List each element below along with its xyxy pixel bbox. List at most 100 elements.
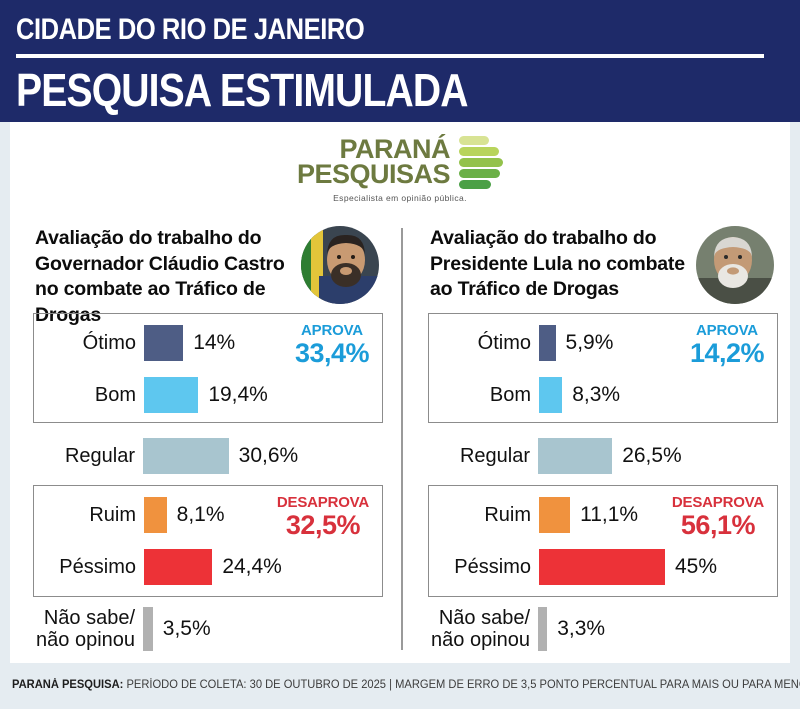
regular-row-wrap: Regular 30,6%: [33, 432, 383, 480]
disapprove-value: 56,1%: [680, 510, 756, 541]
category-label-pessimo: Péssimo: [59, 555, 136, 578]
logo-line1: PARANÁ: [339, 133, 451, 164]
category-label-ruim: Ruim: [89, 503, 136, 526]
chart-row-bom: Bom 19,4%: [34, 369, 382, 421]
disapprove-badge: DESAPROVA 32,5%: [276, 494, 369, 541]
footer-brand: PARANÁ PESQUISA:: [12, 679, 124, 691]
chart-row-bom: Bom 8,3%: [429, 369, 777, 421]
bar-ruim: [539, 497, 571, 533]
value-label-bom: 8,3%: [572, 383, 621, 406]
category-label-nao-sabe: Não sabe/ não opinou: [431, 606, 530, 651]
value-label-pessimo: 45%: [675, 555, 718, 578]
category-label-otimo: Ótimo: [82, 331, 136, 354]
bar-nao-sabe: [143, 607, 153, 651]
approve-label: APROVA: [301, 322, 363, 339]
bar-bom: [144, 377, 199, 413]
logo-lockup: PARANÁ PESQUISAS: [296, 133, 504, 190]
footer-note: PARANÁ PESQUISA: PERÍODO DE COLETA: 30 D…: [12, 679, 800, 691]
chart-row-otimo: Ótimo 5,9%: [429, 317, 777, 369]
logo-bar: [459, 147, 500, 156]
approve-box: APROVA 14,2% Ótimo 5,9% Bom 8,3%: [428, 313, 778, 423]
category-label-pessimo: Péssimo: [454, 555, 531, 578]
header-divider-line: [16, 54, 764, 58]
disapprove-box: DESAPROVA 32,5% Ruim 8,1% Péssimo 24,4%: [33, 485, 383, 597]
logo-line2: PESQUISAS: [296, 159, 451, 190]
chart-row-nao-sabe: Não sabe/ não opinou 3,5%: [33, 603, 383, 655]
value-label-bom: 19,4%: [208, 383, 268, 406]
chart-title-castro: Avaliação do trabalho do Governador Cláu…: [35, 227, 285, 327]
category-label-regular: Regular: [64, 444, 135, 467]
panel-lula: Avaliação do trabalho do Presidente Lula…: [428, 226, 778, 662]
chart-row-otimo: Ótimo 14%: [34, 317, 382, 369]
bar-pessimo: [144, 549, 213, 585]
bar-ruim: [144, 497, 167, 533]
regular-row-wrap: Regular 26,5%: [428, 432, 778, 480]
logo-bars-icon: [459, 136, 504, 189]
category-label-bom: Bom: [489, 383, 531, 406]
lula-photo: [696, 226, 774, 304]
castro-photo: [301, 226, 379, 304]
value-label-ruim: 11,1%: [580, 503, 639, 526]
value-label-regular: 30,6%: [238, 444, 299, 467]
bar-regular: [538, 438, 613, 474]
value-label-otimo: 5,9%: [565, 331, 614, 354]
chart-title-lula: Avaliação do trabalho do Presidente Lula…: [430, 227, 685, 301]
approve-rows: Ótimo 14% Bom 19,4%: [34, 317, 382, 421]
page-title: PESQUISA ESTIMULADA: [16, 63, 468, 116]
category-label-otimo: Ótimo: [477, 331, 531, 354]
disapprove-label: DESAPROVA: [671, 494, 764, 511]
chart-row-nao-sabe: Não sabe/ não opinou 3,3%: [428, 603, 778, 655]
logo-inner: PARANÁ PESQUISAS Especialista em opinião…: [296, 133, 504, 203]
approve-value: 14,2%: [689, 338, 765, 369]
chart-row-regular: Regular 30,6%: [33, 432, 383, 480]
bar-bom: [539, 377, 563, 413]
bar-regular: [143, 438, 229, 474]
approve-value: 33,4%: [294, 338, 370, 369]
region-title: CIDADE DO RIO DE JANEIRO: [16, 13, 365, 46]
bar-otimo: [539, 325, 556, 361]
footer-text: PERÍODO DE COLETA: 30 DE OUTUBRO DE 2025…: [126, 679, 800, 691]
panel-castro: Avaliação do trabalho do Governador Cláu…: [33, 226, 383, 662]
chart-row-regular: Regular 26,5%: [428, 432, 778, 480]
disapprove-rows: Ruim 8,1% Péssimo 24,4%: [34, 489, 382, 593]
chart-row-pessimo: Péssimo 24,4%: [34, 541, 382, 593]
category-label-bom: Bom: [94, 383, 136, 406]
disapprove-label: DESAPROVA: [276, 494, 369, 511]
logo-bar: [459, 158, 504, 167]
disapprove-rows: Ruim 11,1% Péssimo 45%: [429, 489, 777, 593]
value-label-ruim: 8,1%: [176, 503, 225, 526]
disapprove-box: DESAPROVA 56,1% Ruim 11,1% Péssimo 45%: [428, 485, 778, 597]
value-label-pessimo: 24,4%: [222, 555, 282, 578]
chart-row-ruim: Ruim 11,1%: [429, 489, 777, 541]
logo-tagline: Especialista em opinião pública.: [333, 192, 467, 203]
category-label-regular: Regular: [459, 444, 530, 467]
value-label-otimo: 14%: [193, 331, 236, 354]
nosabe-row-wrap: Não sabe/ não opinou 3,5%: [33, 603, 383, 657]
logo-bar: [459, 180, 492, 189]
approve-label: APROVA: [696, 322, 758, 339]
bar-pessimo: [539, 549, 665, 585]
bar-nao-sabe: [538, 607, 548, 651]
value-label-nao-sabe: 3,3%: [557, 617, 606, 640]
value-label-nao-sabe: 3,5%: [162, 617, 211, 640]
approve-box: APROVA 33,4% Ótimo 14% Bom 19,4%: [33, 313, 383, 423]
value-label-regular: 26,5%: [622, 444, 682, 467]
parana-pesquisas-logo: PARANÁ PESQUISAS Especialista em opinião…: [0, 133, 800, 203]
column-divider: [401, 228, 403, 650]
category-label-nao-sabe: Não sabe/ não opinou: [36, 606, 135, 651]
header-banner: CIDADE DO RIO DE JANEIRO PESQUISA ESTIMU…: [0, 0, 800, 122]
logo-bar: [459, 136, 490, 145]
disapprove-value: 32,5%: [285, 510, 361, 541]
chart-row-ruim: Ruim 8,1%: [34, 489, 382, 541]
category-label-ruim: Ruim: [484, 503, 531, 526]
bar-otimo: [144, 325, 184, 361]
approve-badge: APROVA 33,4%: [294, 322, 370, 369]
approve-badge: APROVA 14,2%: [689, 322, 765, 369]
chart-row-pessimo: Péssimo 45%: [429, 541, 777, 593]
logo-wordmark: PARANÁ PESQUISAS: [296, 133, 451, 190]
logo-bar: [459, 169, 501, 178]
disapprove-badge: DESAPROVA 56,1%: [671, 494, 764, 541]
nosabe-row-wrap: Não sabe/ não opinou 3,3%: [428, 603, 778, 657]
approve-rows: Ótimo 5,9% Bom 8,3%: [429, 317, 777, 421]
